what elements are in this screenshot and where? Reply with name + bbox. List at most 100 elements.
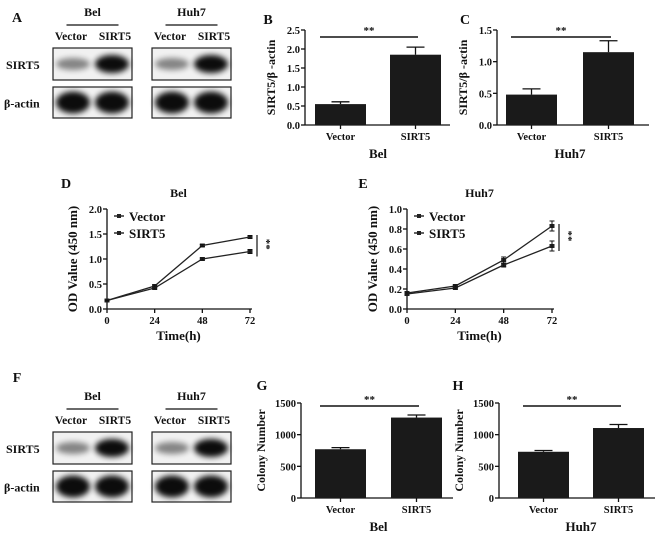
x-tick-label: Vector [529,505,559,516]
bar-sirt5 [593,428,644,498]
y-axis-label: Colony Number [254,409,268,492]
blot-row-label-beta-actin: β-actin [4,97,40,111]
blot-group-title: Huh7 [177,389,206,403]
y-tick-label: 2.0 [287,45,300,56]
blot-band [95,439,129,457]
x-axis-label: Huh7 [565,519,597,534]
significance-marker: ** [556,25,568,37]
blot-group-title: Huh7 [177,5,206,19]
x-tick-label: SIRT5 [401,132,430,143]
blot-band [155,58,189,70]
significance-marker: ** [260,239,272,251]
x-tick-label: Vector [326,132,356,143]
y-tick-label: 1.0 [89,255,102,266]
blot-band [194,55,228,73]
x-axis-label: Bel [369,146,387,161]
x-tick-label: SIRT5 [402,505,431,516]
x-tick-label: 48 [197,316,208,327]
y-tick-label: 0.6 [389,245,402,256]
legend-label: SIRT5 [129,226,166,241]
y-tick-label: 0.0 [89,305,102,316]
y-tick-label: 1500 [275,399,296,410]
blot-band [56,442,90,454]
y-tick-label: 0.4 [389,265,403,276]
y-axis-label: SIRT5/β -actin [264,39,278,115]
y-tick-label: 1.0 [287,83,300,94]
y-tick-label: 1000 [275,431,296,442]
blot-lane-label: SIRT5 [99,31,131,43]
y-tick-label: 0 [291,494,296,505]
legend-marker [417,214,421,218]
series-line-sirt5 [406,225,553,294]
blot-row-label-beta-actin: β-actin [4,481,40,495]
significance-marker: ** [562,231,574,243]
y-tick-label: 0.0 [389,305,402,316]
x-tick-label: 0 [404,316,409,327]
blot-band [95,91,129,114]
panel-label-g: G [257,379,268,394]
y-tick-label: 0.8 [389,225,402,236]
blot-lane-label: Vector [55,31,87,43]
blot-band [155,91,189,114]
chart-title: Bel [170,186,187,200]
bar-sirt5 [390,54,441,126]
x-tick-label: SIRT5 [594,132,623,143]
x-tick-label: Vector [326,505,356,516]
y-axis-label: Colony Number [452,409,466,492]
bar-vector [315,449,366,498]
y-axis-label: SIRT5/β -actin [456,39,470,115]
panel-label-c: C [460,13,470,28]
blot-band [95,55,129,73]
panel-label-a: A [12,11,23,26]
chart-title: Huh7 [465,186,494,200]
blot-lane-label: SIRT5 [99,415,131,427]
significance-marker: ** [364,394,376,406]
x-tick-label: 0 [104,316,109,327]
y-tick-label: 1.5 [479,26,492,37]
y-tick-label: 1000 [473,431,494,442]
legend-label: SIRT5 [429,226,466,241]
y-tick-label: 0 [489,494,494,505]
blot-band [56,91,90,114]
x-axis-label: Bel [369,519,387,534]
y-tick-label: 0.5 [89,280,102,291]
blot-row-label-sirt5: SIRT5 [6,442,40,456]
y-tick-label: 2.0 [89,205,102,216]
blot-band [56,475,90,498]
series-line-vector [406,245,553,295]
y-tick-label: 0.2 [389,285,402,296]
blot-lane-label: Vector [55,415,87,427]
y-tick-label: 1.0 [479,58,492,69]
y-tick-label: 0.0 [287,121,300,132]
blot-band [56,58,90,70]
panel-label-h: H [453,379,464,394]
blot-lane-label: Vector [154,415,186,427]
panel-label-b: B [263,13,272,28]
legend-label: Vector [129,209,166,224]
x-tick-label: 72 [245,316,256,327]
blot-band [194,439,228,457]
legend-marker [417,231,421,235]
x-tick-label: SIRT5 [604,505,633,516]
y-tick-label: 500 [478,462,494,473]
blot-band [155,475,189,498]
x-tick-label: 72 [547,316,558,327]
y-tick-label: 1.5 [287,64,300,75]
bar-vector [315,104,366,125]
y-axis-label: OD Value (450 nm) [365,206,380,313]
significance-marker: ** [364,25,376,37]
bar-vector [518,451,569,498]
blot-band [194,475,228,498]
series-line-sirt5 [106,236,251,302]
panel-label-d: D [61,177,71,192]
legend-marker [117,231,121,235]
x-axis-label: Time(h) [156,328,201,343]
y-tick-label: 0.5 [479,89,492,100]
y-tick-label: 0.5 [287,102,300,113]
blot-group-title: Bel [84,389,101,403]
blot-lane-label: SIRT5 [198,31,230,43]
x-tick-label: 24 [450,316,461,327]
blot-lane-label: SIRT5 [198,415,230,427]
blot-group-title: Bel [84,5,101,19]
